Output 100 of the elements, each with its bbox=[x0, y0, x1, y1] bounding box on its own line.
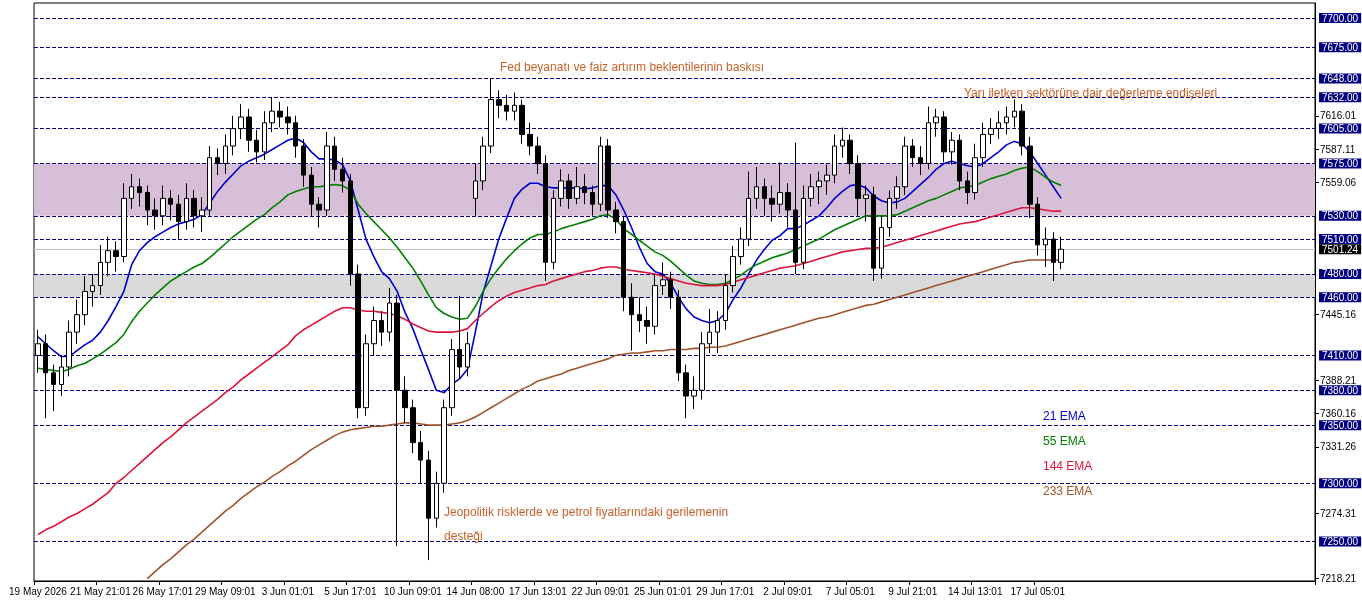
x-tick-label: 29 May 09:01 bbox=[195, 585, 257, 597]
candlestick bbox=[582, 173, 587, 205]
candlestick bbox=[1035, 196, 1040, 256]
candlestick bbox=[1058, 236, 1064, 270]
candlestick bbox=[285, 106, 291, 135]
candlestick bbox=[660, 261, 666, 296]
candlestick bbox=[676, 289, 681, 382]
ref-line-label: 7250.00 bbox=[1322, 535, 1359, 547]
candlestick bbox=[754, 166, 759, 210]
candlestick bbox=[309, 166, 314, 217]
candlestick bbox=[465, 331, 470, 377]
candlestick bbox=[293, 115, 298, 159]
ref-line-label: 7460.00 bbox=[1322, 291, 1359, 303]
candlestick bbox=[488, 78, 494, 154]
candlestick bbox=[129, 173, 134, 210]
x-tick-label: 17 Jul 05:01 bbox=[1010, 585, 1066, 597]
candlestick bbox=[535, 136, 541, 175]
candlestick bbox=[996, 110, 1001, 140]
candlestick bbox=[184, 182, 189, 231]
x-tick-label: 9 Jul 21:01 bbox=[888, 585, 938, 597]
ref-line-label: 7675.00 bbox=[1322, 41, 1359, 53]
candlestick bbox=[1027, 136, 1033, 219]
y-tick-label: 7587.11 bbox=[1320, 143, 1356, 155]
candlestick bbox=[769, 185, 775, 223]
text: 233 EMA bbox=[1043, 484, 1093, 498]
line-series bbox=[37, 166, 1062, 373]
candlestick bbox=[223, 133, 228, 175]
candlestick bbox=[43, 333, 48, 419]
candlestick bbox=[527, 122, 533, 156]
candlestick bbox=[371, 306, 377, 356]
candlestick bbox=[324, 131, 330, 217]
y-tick-label: 7218.21 bbox=[1320, 572, 1357, 584]
candlestick bbox=[59, 354, 64, 397]
candlestick bbox=[145, 185, 150, 226]
candlestick bbox=[457, 295, 462, 380]
candlestick bbox=[254, 129, 259, 163]
candlestick bbox=[152, 197, 158, 231]
candlestick bbox=[980, 122, 986, 168]
ref-line-label: 7380.00 bbox=[1322, 384, 1359, 396]
candlestick bbox=[199, 196, 205, 233]
candlestick bbox=[105, 236, 111, 277]
ref-line-label: 7480.00 bbox=[1322, 268, 1359, 280]
candlestick bbox=[1012, 99, 1017, 128]
candlestick bbox=[926, 106, 931, 170]
candlestick bbox=[504, 94, 509, 121]
text: 21 EMA bbox=[1043, 409, 1086, 423]
candlestick bbox=[949, 131, 955, 166]
candlestick bbox=[238, 103, 244, 140]
candlestick bbox=[434, 471, 439, 528]
x-tick-label: 21 May 21:01 bbox=[70, 585, 132, 597]
candlestick bbox=[699, 331, 705, 401]
candlestick bbox=[972, 143, 978, 201]
candlestick bbox=[207, 145, 212, 217]
candlestick bbox=[82, 275, 88, 326]
x-tick-label: 25 Jun 01:01 bbox=[633, 585, 693, 597]
candlestick bbox=[965, 171, 970, 205]
candlestick bbox=[988, 117, 994, 145]
candlestick bbox=[910, 138, 915, 168]
candlestick bbox=[402, 375, 408, 424]
candlestick bbox=[894, 175, 900, 210]
candlestick bbox=[1043, 226, 1048, 268]
candlestick bbox=[519, 99, 525, 145]
candlestick bbox=[824, 164, 830, 196]
candlestick bbox=[847, 133, 853, 175]
candlestick bbox=[730, 245, 736, 294]
candlestick bbox=[598, 136, 603, 212]
candlestick bbox=[793, 142, 798, 275]
candlestick bbox=[269, 96, 275, 133]
candlestick bbox=[816, 171, 822, 205]
candlestick bbox=[957, 133, 962, 191]
y-tick-label: 7445.16 bbox=[1320, 308, 1357, 320]
x-tick-label: 29 Jun 17:01 bbox=[696, 585, 755, 597]
candlestick bbox=[90, 273, 95, 308]
candlestick bbox=[512, 92, 517, 121]
candlestick bbox=[808, 173, 814, 208]
candlestick bbox=[473, 162, 478, 217]
candlestick bbox=[902, 136, 908, 196]
candlestick bbox=[394, 294, 400, 547]
candlestick bbox=[613, 201, 619, 234]
candlestick bbox=[871, 186, 876, 282]
candlestick bbox=[363, 333, 369, 417]
candlestick bbox=[160, 185, 166, 226]
candlestick bbox=[191, 189, 197, 228]
candlestick bbox=[1051, 231, 1056, 282]
x-tick-label: 5 Jun 17:01 bbox=[324, 585, 377, 597]
annotation: Fed beyanatı ve faiz artırım beklentilerinin baskısı bbox=[500, 60, 765, 74]
y-tick-label: 7388.21 bbox=[1320, 375, 1357, 387]
candlestick bbox=[480, 136, 486, 191]
line-series bbox=[37, 137, 1062, 394]
candlestick bbox=[379, 310, 384, 347]
candlestick bbox=[441, 399, 447, 494]
candlestick bbox=[51, 364, 56, 412]
candlestick bbox=[566, 173, 572, 210]
candlestick bbox=[863, 185, 869, 223]
ref-line-label: 7632.00 bbox=[1322, 91, 1359, 103]
candlestick bbox=[121, 182, 127, 263]
candlestick bbox=[168, 189, 173, 221]
candlestick bbox=[738, 226, 744, 266]
candlestick bbox=[262, 110, 267, 161]
candlestick bbox=[176, 194, 181, 240]
